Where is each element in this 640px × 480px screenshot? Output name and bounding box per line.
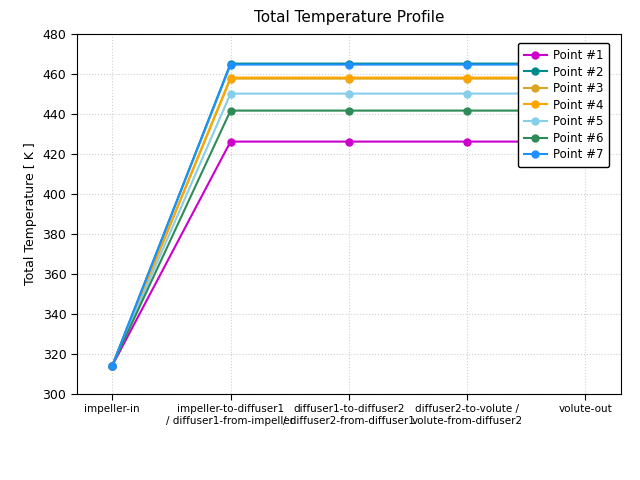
Point #3 [345, 76, 353, 82]
Point #3 [108, 363, 116, 369]
Point #2 [345, 61, 353, 67]
Point #5 [582, 91, 589, 96]
Point #7 [463, 62, 471, 68]
Point #6 [463, 108, 471, 113]
Point #2 [582, 61, 589, 67]
Line: Point #7: Point #7 [109, 61, 589, 369]
Point #4 [345, 75, 353, 81]
Point #7 [582, 62, 589, 68]
Point #1 [108, 363, 116, 369]
Point #5 [108, 363, 116, 369]
Point #5 [345, 91, 353, 96]
Point #3 [463, 76, 471, 82]
Line: Point #3: Point #3 [109, 75, 589, 369]
Point #6 [227, 108, 234, 113]
Point #2 [227, 61, 234, 67]
Line: Point #4: Point #4 [109, 74, 589, 369]
Point #7 [345, 62, 353, 68]
Point #4 [582, 75, 589, 81]
Point #4 [108, 363, 116, 369]
Point #1 [582, 139, 589, 144]
Point #1 [463, 139, 471, 144]
Point #4 [227, 75, 234, 81]
Point #2 [463, 61, 471, 67]
Line: Point #2: Point #2 [109, 60, 589, 369]
Point #3 [582, 76, 589, 82]
Point #2 [108, 363, 116, 369]
Point #6 [345, 108, 353, 113]
Point #6 [108, 363, 116, 369]
Line: Point #5: Point #5 [109, 90, 589, 369]
Point #4 [463, 75, 471, 81]
Point #7 [108, 363, 116, 369]
Y-axis label: Total Temperature [ K ]: Total Temperature [ K ] [24, 142, 37, 285]
Line: Point #1: Point #1 [109, 138, 589, 369]
Point #1 [227, 139, 234, 144]
Title: Total Temperature Profile: Total Temperature Profile [253, 11, 444, 25]
Line: Point #6: Point #6 [109, 107, 589, 369]
Point #5 [227, 91, 234, 96]
Point #3 [227, 76, 234, 82]
Legend: Point #1, Point #2, Point #3, Point #4, Point #5, Point #6, Point #7: Point #1, Point #2, Point #3, Point #4, … [518, 43, 609, 167]
Point #1 [345, 139, 353, 144]
Point #7 [227, 62, 234, 68]
Point #6 [582, 108, 589, 113]
Point #5 [463, 91, 471, 96]
